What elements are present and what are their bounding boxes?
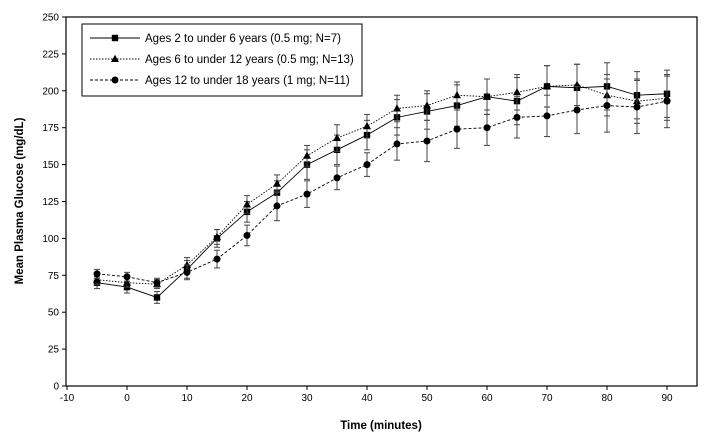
x-tick-label: 60 (481, 393, 493, 404)
y-tick-label: 0 (53, 382, 59, 393)
x-tick-label: 90 (661, 393, 673, 404)
circle-marker (483, 124, 491, 132)
y-tick-label: 175 (42, 123, 59, 134)
triangle-marker (213, 232, 221, 240)
circle-marker (513, 113, 521, 121)
series-triangle (93, 63, 671, 290)
axes: -10 0 10 20 30 40 50 60 70 80 90025507510012515017… (42, 13, 698, 404)
triangle-marker (243, 200, 251, 208)
circle-marker (273, 202, 281, 210)
triangle-marker (393, 104, 401, 112)
y-axis-label: Mean Plasma Glucose (mg/dL) (14, 117, 26, 284)
triangle-marker (543, 82, 551, 90)
x-axis-label: Time (minutes) (340, 420, 422, 432)
square-marker (153, 294, 161, 301)
circle-marker (453, 125, 461, 133)
x-tick-label: 10 (181, 393, 193, 404)
x-tick-label: 0 (124, 393, 130, 404)
circle-marker (633, 103, 641, 111)
circle-marker (393, 140, 401, 148)
circle-marker (93, 270, 101, 278)
circle-marker (423, 137, 431, 145)
y-tick-label: 200 (42, 86, 59, 97)
x-tick-label: 20 (241, 393, 253, 404)
legend-label: Ages 2 to under 6 years (0.5 mg; N=7) (145, 33, 341, 45)
triangle-marker (93, 275, 101, 283)
circle-marker (153, 279, 161, 287)
circle-marker (123, 273, 131, 281)
legend: Ages 2 to under 6 years (0.5 mg; N=7) Age… (81, 23, 363, 97)
triangle-marker (303, 151, 311, 159)
y-tick-label: 250 (42, 13, 59, 24)
circle-marker (573, 106, 581, 114)
x-tick-label: -10 (60, 393, 75, 404)
triangle-marker (453, 91, 461, 99)
circle-marker (243, 231, 251, 239)
series-circle (93, 74, 671, 288)
x-tick-label: 50 (421, 393, 433, 404)
series-square (93, 62, 671, 304)
x-tick-label: 30 (301, 393, 313, 404)
circle-marker (663, 97, 671, 105)
circle-marker (111, 76, 119, 84)
triangle-marker (363, 122, 371, 130)
circle-marker (603, 102, 611, 110)
triangle-marker (423, 101, 431, 109)
x-tick-label: 40 (361, 393, 373, 404)
circle-marker (363, 161, 371, 169)
legend-label: Ages 6 to under 12 years (0.5 mg; N=13) (145, 54, 354, 66)
y-tick-label: 225 (42, 49, 59, 60)
triangle-marker (513, 88, 521, 96)
series-line (96, 100, 668, 284)
series-line (96, 84, 668, 285)
triangle-marker (183, 260, 191, 268)
x-tick-label: 80 (601, 393, 613, 404)
triangle-marker (333, 133, 341, 142)
y-tick-label: 125 (42, 197, 59, 208)
legend-label: Ages 12 to under 18 years (1 mg; N=11) (145, 75, 350, 87)
x-tick-label: 70 (541, 393, 553, 404)
circle-marker (333, 174, 341, 182)
triangle-marker (111, 54, 119, 62)
circle-marker (543, 112, 551, 120)
series-group (93, 62, 671, 304)
circle-marker (303, 190, 311, 198)
series-line (96, 85, 668, 298)
y-tick-label: 25 (48, 345, 60, 356)
triangle-marker (123, 278, 131, 286)
y-tick-label: 75 (48, 271, 60, 282)
circle-marker (183, 268, 191, 276)
y-tick-label: 150 (42, 160, 59, 171)
circle-marker (213, 255, 221, 263)
legend-box (81, 23, 363, 97)
triangle-marker (273, 179, 281, 187)
triangle-marker (483, 92, 491, 100)
y-tick-label: 100 (42, 234, 59, 245)
square-marker (111, 34, 119, 42)
y-tick-label: 50 (48, 308, 60, 319)
